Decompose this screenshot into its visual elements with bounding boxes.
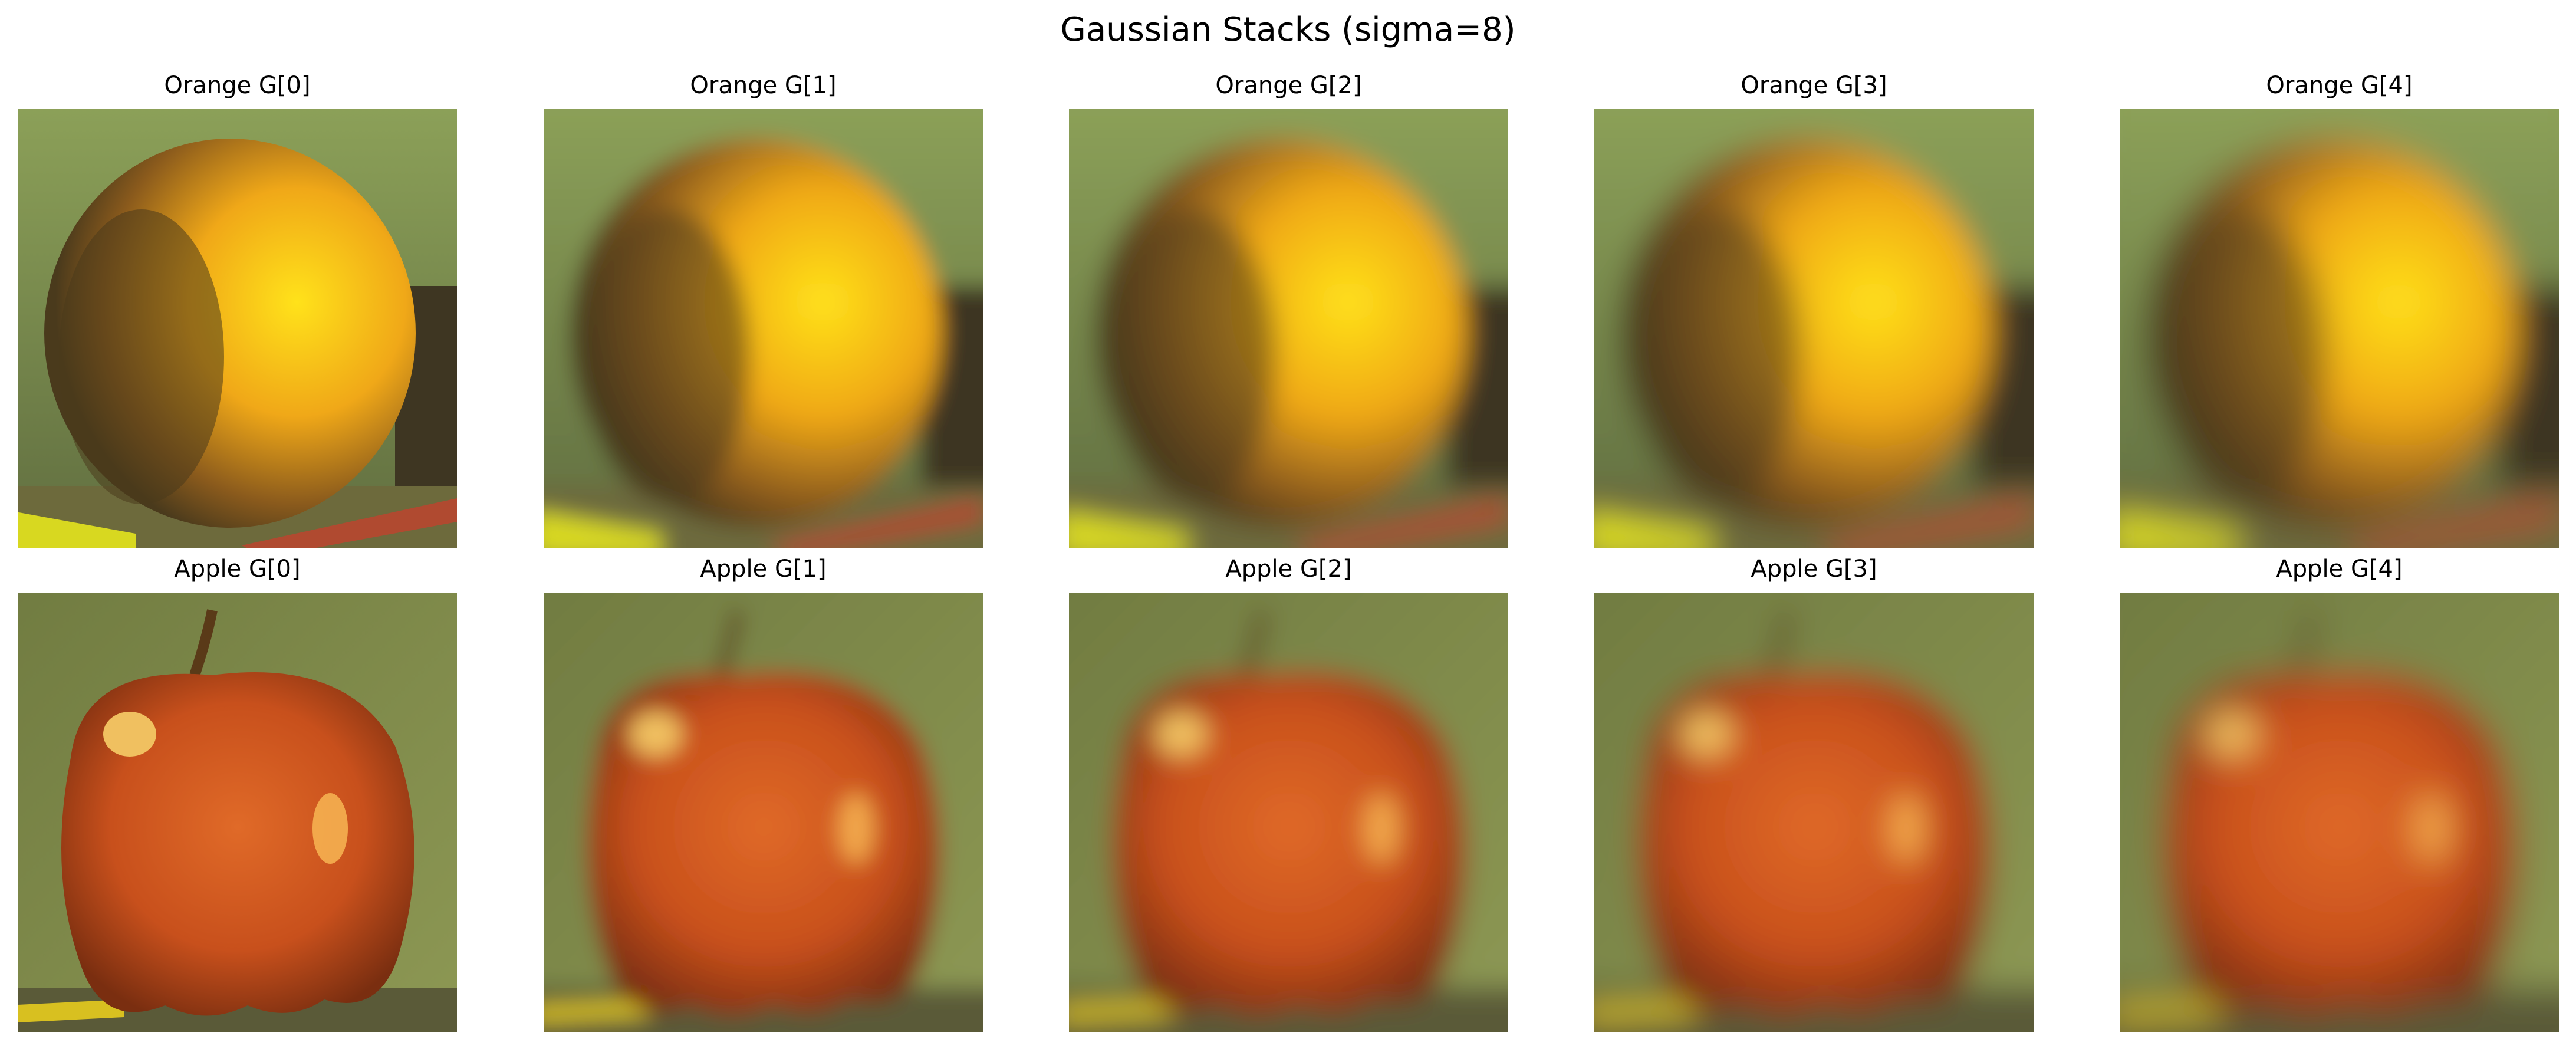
panel-title: Apple G[3]	[1751, 555, 1877, 583]
orange-image	[2120, 109, 2559, 548]
panel-apple-3: Apple G[3]	[1594, 554, 2034, 1032]
panel-title: Orange G[3]	[1741, 72, 1887, 99]
panel-apple-2: Apple G[2]	[1069, 554, 1508, 1032]
panel-title: Apple G[2]	[1225, 555, 1352, 583]
panel-title: Apple G[1]	[700, 555, 827, 583]
panel-apple-4: Apple G[4]	[2120, 554, 2559, 1032]
panel-apple-0: Apple G[0]	[18, 554, 457, 1032]
panel-orange-2: Orange G[2]	[1069, 71, 1508, 548]
figure-title: Gaussian Stacks (sigma=8)	[1060, 11, 1516, 49]
panel-title: Orange G[1]	[690, 72, 837, 99]
apple-image	[2120, 593, 2559, 1032]
orange-image	[18, 109, 457, 548]
panel-title: Orange G[4]	[2266, 72, 2413, 99]
apple-image	[544, 593, 983, 1032]
panel-orange-0: Orange G[0]	[18, 71, 457, 548]
panel-orange-4: Orange G[4]	[2120, 71, 2559, 548]
apple-image	[1594, 593, 2034, 1032]
panel-title: Orange G[2]	[1215, 72, 1362, 99]
panel-apple-1: Apple G[1]	[544, 554, 983, 1032]
orange-image	[1594, 109, 2034, 548]
panel-title: Apple G[0]	[174, 555, 301, 583]
panel-orange-3: Orange G[3]	[1594, 71, 2034, 548]
panel-title: Apple G[4]	[2276, 555, 2403, 583]
panel-orange-1: Orange G[1]	[544, 71, 983, 548]
orange-image	[1069, 109, 1508, 548]
panel-title: Orange G[0]	[164, 72, 311, 99]
orange-image	[544, 109, 983, 548]
apple-image	[18, 593, 457, 1032]
apple-image	[1069, 593, 1508, 1032]
